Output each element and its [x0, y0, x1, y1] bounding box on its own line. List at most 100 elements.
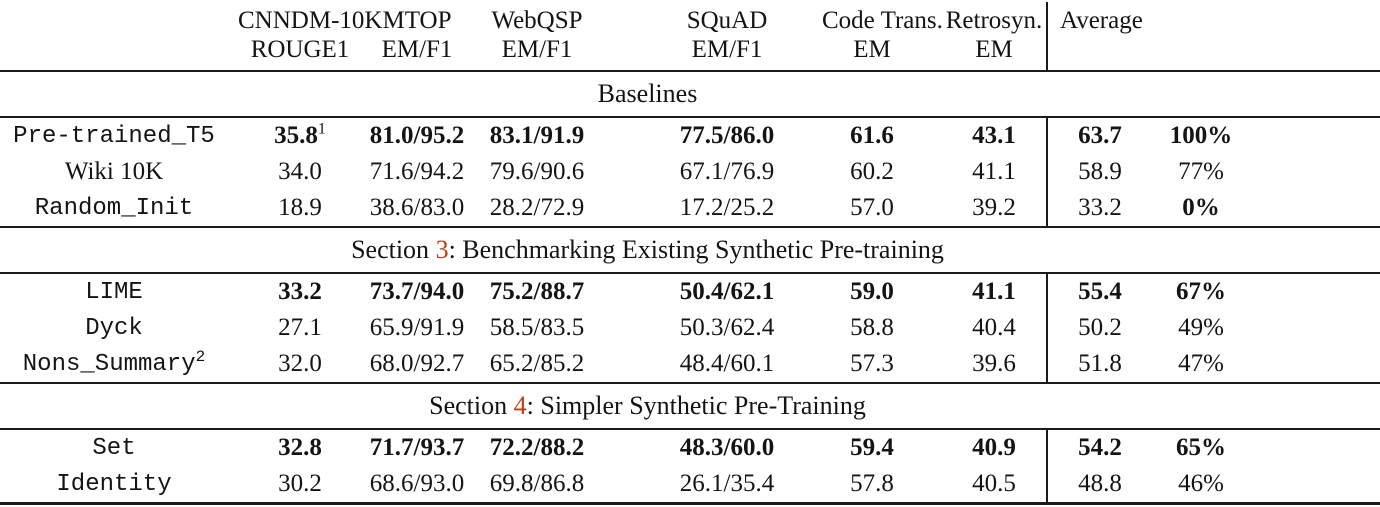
- col-header-line2: EM/F1: [691, 36, 763, 63]
- metric-cell-squad: 17.2/25.2: [679, 194, 775, 221]
- metric-cell-percent: 77%: [1178, 158, 1224, 185]
- row-label: LIME: [85, 278, 143, 306]
- metric-cell-average: 33.2: [1046, 190, 1152, 227]
- spacer-cell: [1250, 466, 1380, 505]
- section-band-baselines: Baselines: [0, 70, 1380, 118]
- metric-cell-webqsp: 58.5/83.5: [489, 314, 585, 341]
- section-band-post: Baselines: [597, 79, 698, 108]
- col-header-line1: MTOP: [382, 7, 452, 34]
- row-wiki-10k: Wiki 10K 34.0 71.6/94.2 79.6/90.6 67.1/7…: [0, 154, 1380, 190]
- col-header-line2: EM/F1: [501, 36, 573, 63]
- metric-cell-webqsp: 83.1/91.9: [489, 122, 585, 149]
- section-number: 3: [435, 235, 449, 264]
- metric-cell-retro: 40.4: [972, 314, 1016, 341]
- section-band-section-3: Section 3: Benchmarking Existing Synthet…: [0, 226, 1380, 274]
- metric-cell-percent: 100%: [1169, 122, 1233, 149]
- row-label: Identity: [0, 466, 228, 505]
- col-header-line2: EM/F1: [381, 36, 453, 63]
- col-header-code-trans: Code Trans. EM: [792, 2, 943, 72]
- metric-cell-code: 57.3: [850, 350, 894, 377]
- metric-cell-mtop: 38.6/83.0: [369, 194, 465, 221]
- row-dyck: Dyck 27.1 65.9/91.9 58.5/83.5 50.3/62.4 …: [0, 310, 1380, 346]
- spacer-cell: [1250, 310, 1380, 346]
- col-header-retrosyn: Retrosyn. EM: [922, 2, 1047, 72]
- metric-cell-squad: 50.3/62.4: [679, 314, 775, 341]
- section-band-post: : Benchmarking Existing Synthetic Pre-tr…: [448, 235, 944, 264]
- row-random-init: Random_Init 18.9 38.6/83.0 28.2/72.9 17.…: [0, 190, 1380, 227]
- metric-cell-squad: 67.1/76.9: [679, 158, 775, 185]
- metric-cell-squad: 77.5/86.0: [679, 122, 775, 149]
- metric-cell-webqsp: 79.6/90.6: [489, 158, 585, 185]
- footnote-marker: 2: [195, 347, 206, 366]
- row-label-text: Nons_Summary: [22, 350, 196, 378]
- metric-cell-squad: 50.4/62.1: [679, 278, 775, 305]
- footnote-marker: 1: [317, 120, 326, 138]
- row-label: Nons_Summary2: [0, 346, 228, 383]
- metric-cell-squad: 48.3/60.0: [679, 434, 775, 461]
- metric-cell-retro: 40.9: [972, 434, 1016, 461]
- spacer-cell: [1250, 154, 1380, 190]
- row-pre-trained-t5: Pre-trained_T5 35.81 81.0/95.2 83.1/91.9…: [0, 117, 1380, 154]
- spacer-cell: [1250, 346, 1380, 383]
- metric-cell-code: 60.2: [850, 158, 894, 185]
- row-set: Set 32.8 71.7/93.7 72.2/88.2 48.3/60.0 5…: [0, 429, 1380, 466]
- row-label: Pre-trained_T5: [13, 122, 215, 150]
- spacer-cell: [1250, 429, 1380, 466]
- metric-cell-webqsp: 75.2/88.7: [489, 278, 585, 305]
- metric-cell-code: 57.8: [792, 466, 922, 505]
- metric-cell-retro: 39.6: [972, 350, 1016, 377]
- row-nons-summary: Nons_Summary2 32.0 68.0/92.7 65.2/85.2 4…: [0, 346, 1380, 383]
- metric-cell-code: 58.8: [850, 314, 894, 341]
- metric-cell-percent: 0%: [1182, 194, 1220, 221]
- row-label: Random_Init: [34, 194, 194, 222]
- metric-cell-cnndm: 33.2: [278, 278, 322, 305]
- metric-cell-average: 48.8: [1046, 466, 1152, 505]
- metric-cell-retro: 41.1: [972, 158, 1016, 185]
- metric-cell-cnndm: 32.8: [278, 434, 322, 461]
- metric-cell-mtop: 68.0/92.7: [369, 350, 465, 377]
- metric-cell-retro: 41.1: [972, 278, 1016, 305]
- section-band-label: Section 3: Benchmarking Existing Synthet…: [0, 226, 1380, 274]
- metric-cell-cnndm: 35.81: [228, 117, 362, 154]
- metric-cell-webqsp: 28.2/72.9: [489, 194, 585, 221]
- col-header-line1: Retrosyn.: [945, 7, 1043, 34]
- section-band-section-4: Section 4: Simpler Synthetic Pre-Trainin…: [0, 382, 1380, 430]
- metric-cell-squad: 26.1/35.4: [602, 466, 792, 505]
- corner-cell: [0, 2, 228, 72]
- metric-cell-mtop: 68.6/93.0: [362, 466, 472, 505]
- metric-cell-percent: 67%: [1176, 278, 1226, 305]
- metric-cell-percent: 49%: [1178, 314, 1224, 341]
- metric-cell-percent: 47%: [1178, 350, 1224, 377]
- metric-cell-cnndm: 18.9: [278, 194, 322, 221]
- spacer-cell: [1250, 273, 1380, 310]
- col-header-cnndm: CNNDM-10K ROUGE1: [228, 2, 382, 72]
- metric-cell-average: 54.2: [1046, 429, 1152, 466]
- col-header-mtop: MTOP EM/F1: [362, 2, 472, 72]
- metric-cell-cnndm: 34.0: [278, 158, 322, 185]
- metric-cell-retro: 40.5: [922, 466, 1047, 505]
- row-label: Set: [92, 434, 136, 462]
- metric-cell-retro: 43.1: [972, 122, 1016, 149]
- metric-cell-webqsp: 69.8/86.8: [472, 466, 602, 505]
- col-header-line1: Code Trans.: [822, 7, 943, 34]
- spacer-cell: [1250, 190, 1380, 227]
- metric-cell-average: 51.8: [1046, 346, 1152, 383]
- row-label: Wiki 10K: [64, 158, 164, 185]
- metric-cell-percent: 46%: [1152, 466, 1250, 505]
- row-label: Dyck: [85, 314, 143, 342]
- col-header-webqsp: WebQSP EM/F1: [472, 2, 602, 72]
- col-header-line2: EM: [975, 36, 1013, 63]
- col-header-line1: WebQSP: [491, 7, 583, 34]
- metric-cell-average: 58.9: [1046, 154, 1152, 190]
- spacer-cell: [1250, 117, 1380, 154]
- metric-cell-cnndm: 32.0: [278, 350, 322, 377]
- metric-cell-mtop: 65.9/91.9: [369, 314, 465, 341]
- metric-cell-mtop: 81.0/95.2: [369, 122, 465, 149]
- col-header-average: Average: [1046, 2, 1380, 72]
- row-lime: LIME 33.2 73.7/94.0 75.2/88.7 50.4/62.1 …: [0, 273, 1380, 310]
- metric-cell-code: 59.0: [850, 278, 894, 305]
- section-band-pre: Section: [429, 391, 514, 420]
- metric-cell-average: 63.7: [1046, 117, 1152, 154]
- metric-cell-cnndm: 30.2: [228, 466, 362, 505]
